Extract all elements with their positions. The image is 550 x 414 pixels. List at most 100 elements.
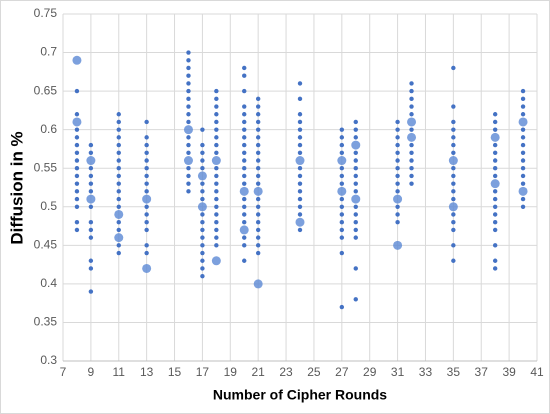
- point: [214, 96, 219, 102]
- point: [200, 220, 205, 225]
- point: [74, 142, 80, 148]
- point: [520, 150, 526, 155]
- point: [451, 196, 456, 202]
- point: [339, 173, 345, 179]
- x-tick-label: 33: [419, 365, 433, 379]
- point: [297, 196, 303, 202]
- point: [297, 135, 303, 140]
- point: [114, 233, 124, 243]
- point: [116, 227, 121, 233]
- point: [492, 127, 498, 132]
- point: [214, 243, 219, 248]
- point: [214, 150, 219, 155]
- y-axis-title: Diffusion in %: [7, 131, 26, 244]
- y-tick-label: 0.6: [40, 122, 57, 136]
- point: [255, 212, 261, 217]
- point: [492, 212, 498, 217]
- x-tick-label: 21: [251, 365, 265, 379]
- point: [395, 212, 400, 217]
- point: [74, 196, 80, 202]
- point: [200, 250, 205, 256]
- point: [520, 112, 526, 117]
- point: [339, 204, 345, 209]
- point: [186, 65, 191, 71]
- point: [144, 173, 149, 179]
- x-tick-label: 23: [279, 365, 293, 379]
- point: [142, 194, 152, 204]
- point: [86, 156, 96, 166]
- point: [297, 204, 303, 209]
- x-tick-label: 35: [447, 365, 461, 379]
- point: [88, 150, 94, 155]
- point: [242, 181, 247, 186]
- point: [255, 127, 261, 132]
- x-tick-label: 25: [307, 365, 321, 379]
- point: [74, 227, 80, 233]
- point: [395, 166, 400, 171]
- point: [242, 243, 247, 248]
- point: [242, 204, 247, 209]
- point: [88, 258, 94, 263]
- point: [255, 96, 261, 102]
- point: [409, 142, 414, 148]
- point: [353, 297, 358, 302]
- point: [255, 220, 261, 225]
- point: [492, 258, 498, 263]
- point: [353, 227, 358, 233]
- point: [116, 119, 121, 125]
- x-tick-label: 7: [60, 365, 67, 379]
- point: [353, 220, 358, 225]
- point: [116, 135, 121, 140]
- point: [242, 135, 247, 140]
- point: [492, 189, 498, 194]
- point: [448, 156, 458, 166]
- point: [200, 273, 205, 279]
- point: [114, 209, 124, 219]
- x-tick-label: 27: [335, 365, 349, 379]
- point: [492, 166, 498, 171]
- x-tick-label: 31: [391, 365, 405, 379]
- point: [520, 127, 526, 132]
- point: [242, 173, 247, 179]
- point: [116, 220, 121, 225]
- point: [492, 112, 498, 117]
- point: [142, 263, 152, 273]
- x-tick-label: 13: [140, 365, 154, 379]
- point: [339, 235, 345, 240]
- point: [409, 96, 414, 102]
- point: [451, 212, 456, 217]
- point: [242, 112, 247, 117]
- point: [297, 150, 303, 155]
- point: [239, 225, 249, 235]
- point: [407, 117, 417, 127]
- point: [255, 243, 261, 248]
- point: [242, 142, 247, 148]
- point: [490, 179, 500, 189]
- x-tick-label: 19: [224, 365, 238, 379]
- point: [88, 289, 94, 294]
- point: [353, 135, 358, 140]
- point: [186, 181, 191, 186]
- point: [186, 142, 191, 148]
- point: [200, 196, 205, 202]
- point: [253, 279, 263, 289]
- point: [518, 186, 528, 196]
- point: [214, 212, 219, 217]
- point: [520, 166, 526, 171]
- point: [144, 212, 149, 217]
- point: [492, 220, 498, 225]
- point: [239, 186, 249, 196]
- point: [297, 112, 303, 117]
- y-tick-label: 0.45: [34, 238, 58, 252]
- point: [451, 135, 456, 140]
- point: [395, 204, 400, 209]
- point: [255, 196, 261, 202]
- point: [144, 227, 149, 233]
- y-tick-label: 0.75: [34, 6, 58, 20]
- point: [144, 119, 149, 125]
- point: [200, 235, 205, 240]
- point: [186, 189, 191, 194]
- point: [74, 150, 80, 155]
